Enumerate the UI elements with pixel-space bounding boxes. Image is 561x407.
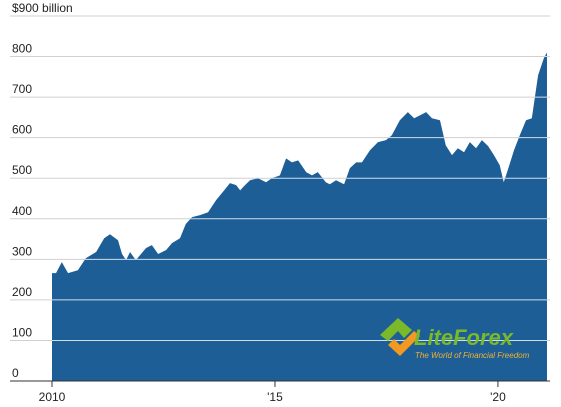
logo-mark [388, 331, 420, 356]
watermark-brand: LiteForex [414, 325, 514, 350]
y-tick-label: 700 [12, 82, 32, 96]
x-tick-label: '20 [490, 390, 506, 404]
y-tick-label: 300 [12, 244, 32, 258]
y-tick-label: 100 [12, 325, 32, 339]
watermark-tagline: The World of Financial Freedom [415, 351, 530, 360]
axis-layer: 2010 '15 '20 [10, 380, 550, 404]
y-tick-label: 400 [12, 204, 32, 218]
y-tick-label: 800 [12, 42, 32, 56]
y-tick-label: 600 [12, 123, 32, 137]
x-tick-label: 2010 [39, 390, 66, 404]
y-tick-label: 0 [12, 366, 19, 380]
x-tick-label: '15 [267, 390, 283, 404]
area-layer [52, 52, 547, 381]
y-tick-label: 500 [12, 163, 32, 177]
logo-mark [380, 318, 412, 341]
area [52, 52, 547, 381]
y-tick-label: $900 billion [12, 1, 73, 15]
watermark: LiteForex The World of Financial Freedom [380, 318, 530, 360]
y-tick-label: 200 [12, 285, 32, 299]
